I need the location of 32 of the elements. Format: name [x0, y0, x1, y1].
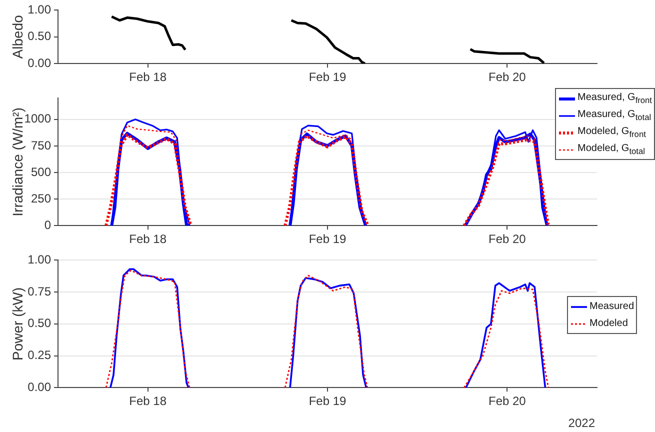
y-tick-label: 0.50 [28, 29, 52, 44]
y-tick-label: 0.50 [28, 316, 52, 330]
x-tick-label: Feb 18 [129, 70, 167, 84]
y-tick-label: 0.00 [28, 380, 52, 394]
x-tick-label: Feb 18 [129, 394, 167, 408]
y-tick-label: 1.00 [28, 252, 52, 267]
legend-label: Measured, G$_{front}$ [578, 92, 652, 105]
x-tick-label: Feb 19 [308, 232, 347, 246]
legend-label: Measured, G$_{total}$ [578, 109, 652, 122]
y-tick-label: 0.25 [28, 348, 52, 362]
text: 2022 [568, 416, 595, 430]
legend-label: Modeled [590, 318, 628, 329]
y-tick-label: 500 [30, 164, 52, 179]
legend-label: Measured [590, 301, 634, 312]
y-axis-title: Albedo [9, 14, 26, 59]
y-tick-label: 0 [44, 218, 52, 232]
x-tick-label: Feb 19 [308, 70, 347, 84]
y-tick-label: 0.00 [28, 56, 52, 70]
legend-label: Modeled, G$_{front}$ [578, 126, 646, 139]
x-tick-label: Feb 20 [488, 70, 526, 84]
y-tick-label: 750 [30, 138, 52, 152]
y-tick-label: 250 [30, 191, 52, 206]
y-axis-title: Irradiance (W/m²) [9, 107, 26, 216]
y-tick-label: 1.00 [28, 2, 52, 17]
x-tick-label: Feb 20 [488, 232, 526, 246]
y-tick-label: 1000 [24, 112, 52, 126]
x-tick-label: Feb 19 [308, 394, 347, 408]
legend-label: Modeled, G$_{total}$ [578, 143, 645, 156]
y-axis-title: Power (kW) [9, 287, 26, 360]
y-tick-label: 0.75 [28, 284, 52, 298]
x-tick-label: Feb 20 [488, 394, 526, 408]
x-tick-label: Feb 18 [129, 232, 167, 246]
